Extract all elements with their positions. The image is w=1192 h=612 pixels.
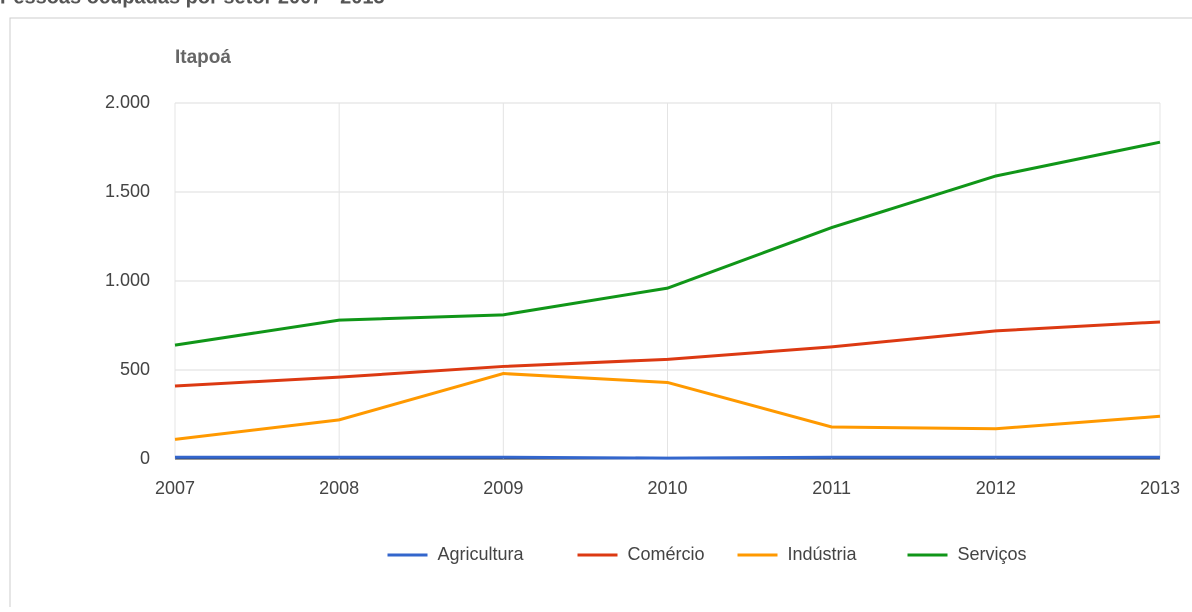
y-tick-label: 1.000: [105, 270, 150, 290]
x-tick-label: 2012: [976, 478, 1016, 498]
page-title: Pessoas ocupadas por setor 2007 - 2013: [0, 0, 385, 8]
series-line: [174, 140, 1161, 347]
series-line: [175, 455, 1160, 460]
y-tick-label: 1.500: [105, 181, 150, 201]
y-tick-label: 2.000: [105, 92, 150, 112]
x-tick-label: 2008: [319, 478, 359, 498]
chart-frame: [9, 17, 1192, 612]
x-tick-label: 2011: [812, 478, 851, 498]
series-line: [174, 320, 1161, 388]
legend-label: Agricultura: [438, 544, 525, 564]
series-line: [174, 372, 1161, 441]
x-tick-label: 2009: [483, 478, 523, 498]
x-tick-label: 2007: [155, 478, 195, 498]
legend-label: Indústria: [788, 544, 858, 564]
legend-label: Serviços: [958, 544, 1027, 564]
y-tick-label: 500: [120, 359, 150, 379]
y-tick-label: 0: [140, 448, 150, 468]
chart-title: Itapoá: [175, 47, 231, 68]
legend-label: Comércio: [628, 544, 705, 564]
x-tick-label: 2010: [647, 478, 687, 498]
x-tick-label: 2013: [1140, 478, 1180, 498]
